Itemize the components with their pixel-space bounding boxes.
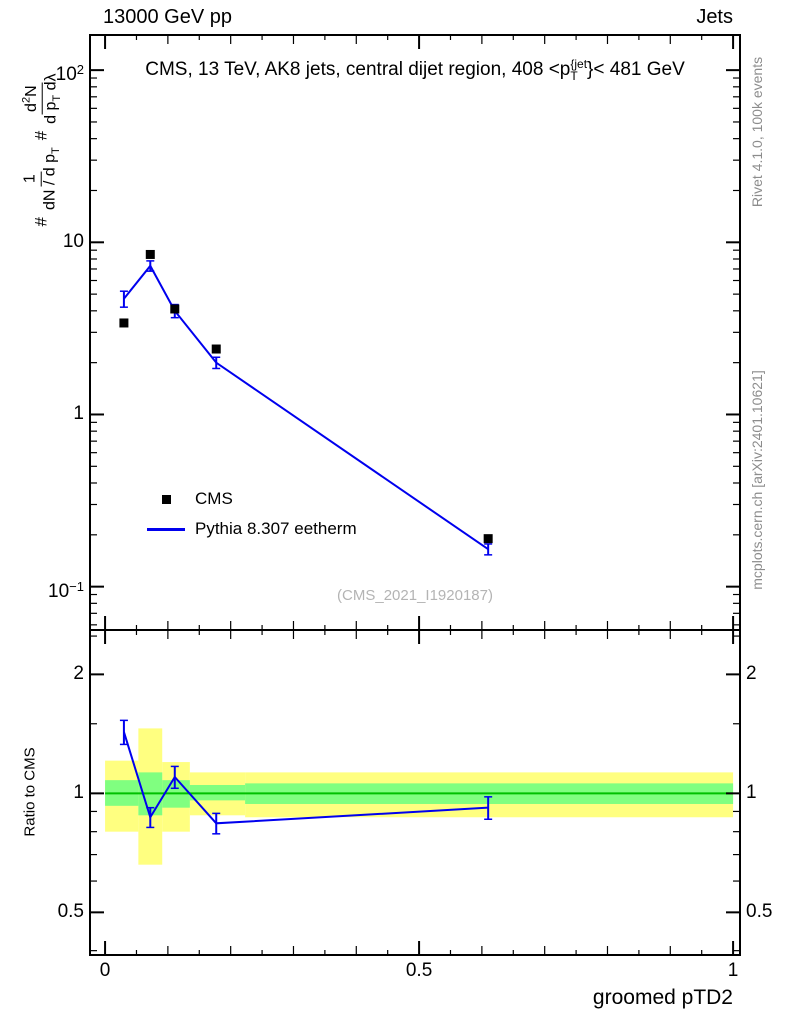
cms-data-point bbox=[211, 344, 221, 354]
cms-data-point bbox=[483, 534, 493, 544]
cms-data-point bbox=[119, 318, 129, 328]
cms-data-point bbox=[145, 249, 155, 259]
main-panel-frame bbox=[89, 34, 741, 631]
cms-data-point bbox=[170, 304, 180, 314]
